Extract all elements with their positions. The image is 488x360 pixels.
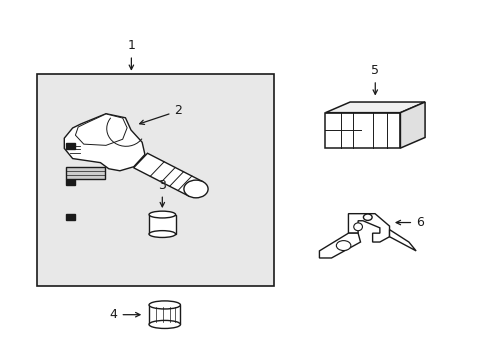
Text: 1: 1	[127, 39, 135, 69]
Polygon shape	[133, 153, 203, 196]
Polygon shape	[65, 179, 75, 185]
Ellipse shape	[353, 223, 362, 231]
Polygon shape	[75, 114, 127, 145]
Bar	[37, 74, 273, 286]
Text: 2: 2	[140, 104, 182, 125]
Polygon shape	[64, 114, 144, 171]
Ellipse shape	[149, 211, 175, 218]
Polygon shape	[65, 144, 75, 149]
Polygon shape	[389, 230, 415, 251]
Polygon shape	[400, 102, 424, 148]
Polygon shape	[65, 215, 75, 220]
Bar	[325, 113, 400, 148]
Ellipse shape	[336, 240, 350, 251]
Ellipse shape	[149, 320, 180, 328]
Bar	[149, 215, 175, 234]
Bar	[65, 167, 105, 179]
Ellipse shape	[149, 231, 175, 238]
Polygon shape	[348, 214, 389, 242]
Text: 3: 3	[158, 179, 166, 207]
Polygon shape	[325, 102, 424, 113]
Text: 5: 5	[370, 64, 379, 94]
Polygon shape	[319, 233, 360, 258]
Text: 4: 4	[109, 308, 140, 321]
Bar	[149, 305, 180, 324]
Ellipse shape	[183, 180, 208, 198]
Ellipse shape	[363, 214, 371, 220]
Ellipse shape	[149, 301, 180, 309]
Text: 6: 6	[395, 216, 423, 229]
